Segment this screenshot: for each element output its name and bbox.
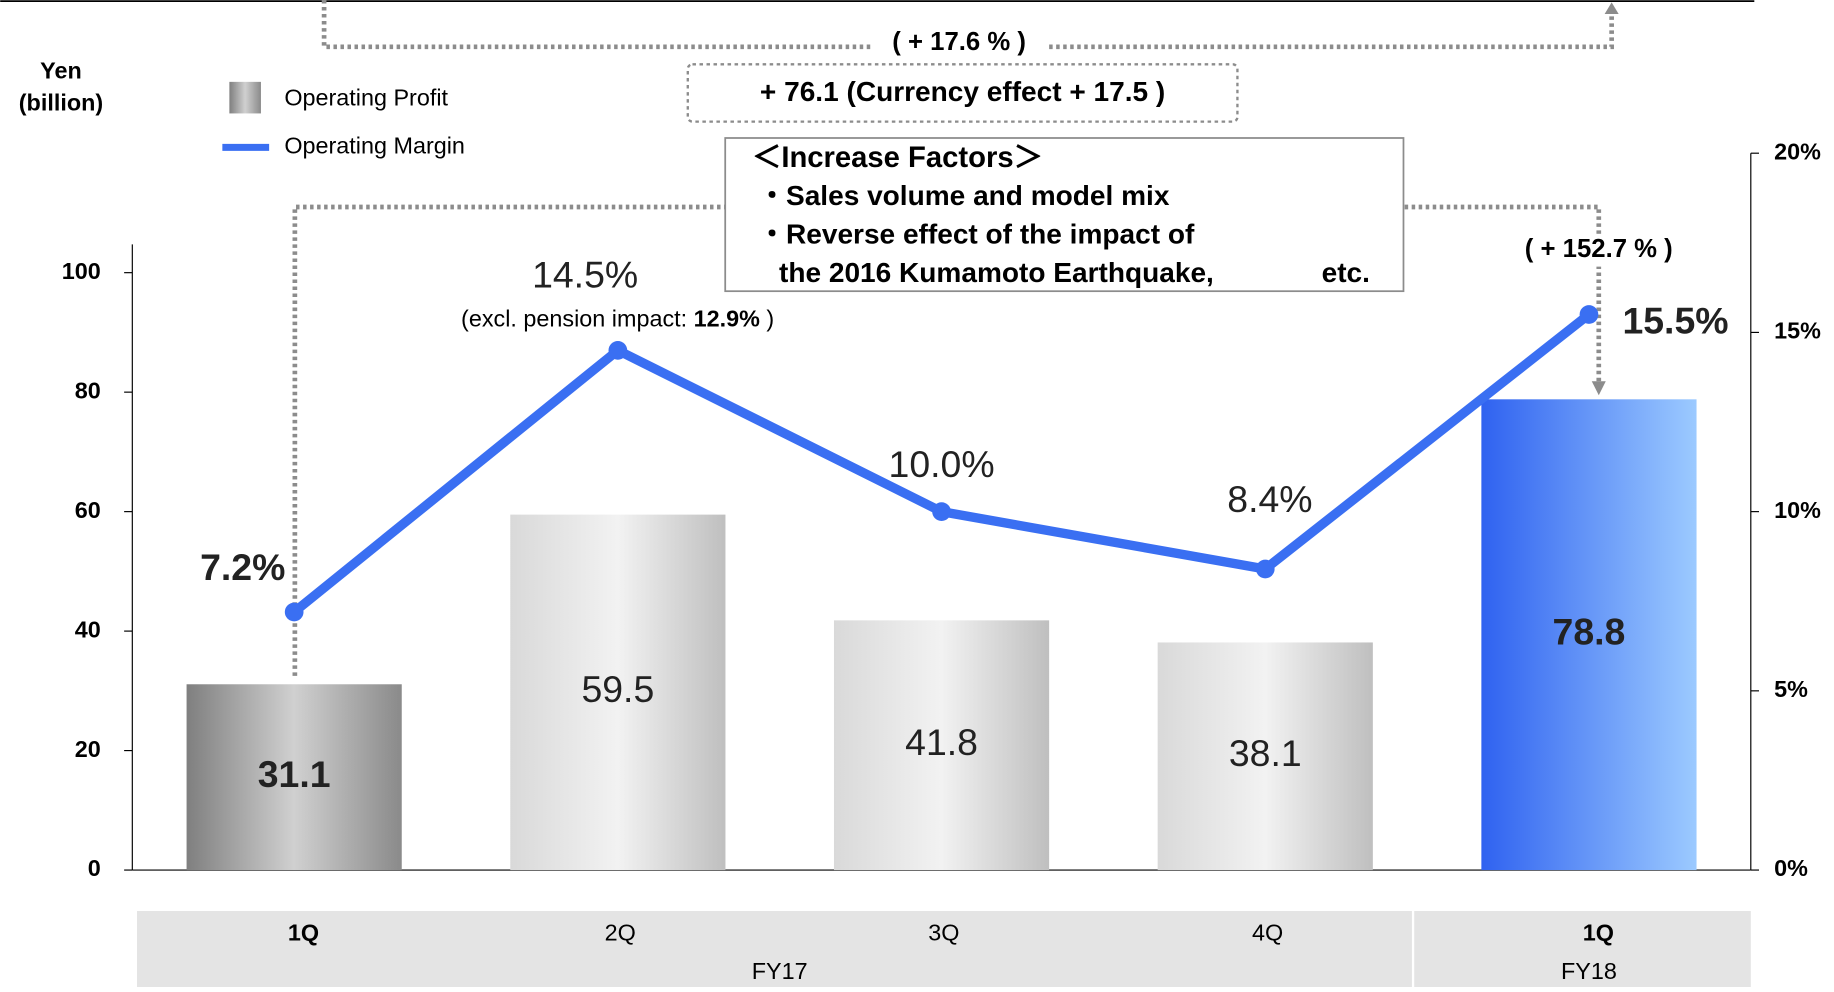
factor: the 2016 Kumamoto Earthquake, bbox=[779, 257, 1214, 288]
line-value-label: 7.2% bbox=[200, 546, 285, 588]
annotation: ( + 152.7 % ) bbox=[1525, 235, 1673, 263]
factor: ・Sales volume and model mix bbox=[758, 180, 1170, 211]
bar bbox=[186, 684, 402, 871]
y2-tick-label: 15% bbox=[1774, 318, 1821, 344]
y-tick-label: 0 bbox=[88, 855, 101, 881]
annotation: ( + 17.6 % ) bbox=[892, 28, 1026, 56]
x-tick-label: 2Q bbox=[605, 920, 636, 946]
bar bbox=[1157, 642, 1373, 871]
marker bbox=[284, 602, 304, 622]
legend-swatch bbox=[229, 81, 261, 114]
marker bbox=[1579, 305, 1599, 324]
bar bbox=[510, 514, 726, 871]
category-band bbox=[1414, 910, 1751, 989]
bar-value-label: 31.1 bbox=[258, 753, 331, 795]
marker bbox=[608, 340, 628, 360]
legend-label: Operating Profit bbox=[284, 85, 448, 111]
y2-tick-label: 0% bbox=[1774, 855, 1808, 881]
marker bbox=[932, 502, 951, 521]
y2-tick-label: 20% bbox=[1774, 138, 1821, 164]
bracket-yoy bbox=[292, 204, 1602, 676]
change-box bbox=[686, 63, 1239, 123]
bar-value-label: 59.5 bbox=[581, 668, 654, 710]
bar bbox=[1481, 399, 1697, 871]
bar-value-label: 41.8 bbox=[905, 721, 978, 763]
x-tick-label: 1Q bbox=[288, 920, 319, 946]
y2-tick-label: 5% bbox=[1774, 676, 1808, 702]
y-tick-label: 100 bbox=[62, 258, 101, 284]
x-tick-label: 4Q bbox=[1252, 920, 1283, 946]
y-tick-label: 80 bbox=[75, 377, 101, 403]
group-label: FY18 bbox=[1561, 958, 1617, 984]
pension-note: (excl. pension impact: 12.9% ) bbox=[461, 306, 774, 332]
x-tick-label: 3Q bbox=[928, 920, 959, 946]
x-tick-label: 1Q bbox=[1583, 920, 1614, 946]
y-axis-title: Yen bbox=[40, 58, 82, 84]
factor: ・Reverse effect of the impact of bbox=[758, 219, 1195, 250]
factors-box bbox=[724, 137, 1405, 293]
annotation: + 76.1 (Currency effect + 17.5 ) bbox=[760, 76, 1165, 107]
y-tick-label: 60 bbox=[75, 497, 101, 523]
arrow bbox=[1591, 381, 1606, 396]
bar bbox=[833, 620, 1050, 871]
label-bg bbox=[871, 28, 1047, 59]
y-tick-label: 20 bbox=[75, 736, 101, 762]
line-value-label: 10.0% bbox=[889, 443, 995, 485]
category-band bbox=[136, 910, 1412, 989]
marker bbox=[1255, 559, 1275, 579]
legend-label: Operating Margin bbox=[284, 133, 465, 159]
note-text: 12.9% bbox=[694, 306, 760, 332]
bar-value-label: 78.8 bbox=[1553, 611, 1626, 653]
factor: ＜Increase Factors＞ bbox=[752, 142, 1043, 174]
bar-value-label: 38.1 bbox=[1229, 732, 1302, 774]
line-value-label: 8.4% bbox=[1227, 478, 1312, 520]
line-value-label: 14.5% bbox=[532, 254, 638, 296]
label-bg bbox=[1502, 233, 1696, 267]
note-text: ) bbox=[760, 306, 774, 332]
y2-tick-label: 10% bbox=[1774, 497, 1821, 523]
group-label: FY17 bbox=[752, 958, 808, 984]
note-text: (excl. pension impact: bbox=[461, 306, 694, 332]
arrow bbox=[1604, 2, 1619, 15]
y-tick-label: 40 bbox=[75, 616, 101, 642]
factor: etc. bbox=[1322, 257, 1370, 288]
line-value-label: 15.5% bbox=[1622, 300, 1728, 342]
y-axis-title: (billion) bbox=[19, 89, 103, 115]
